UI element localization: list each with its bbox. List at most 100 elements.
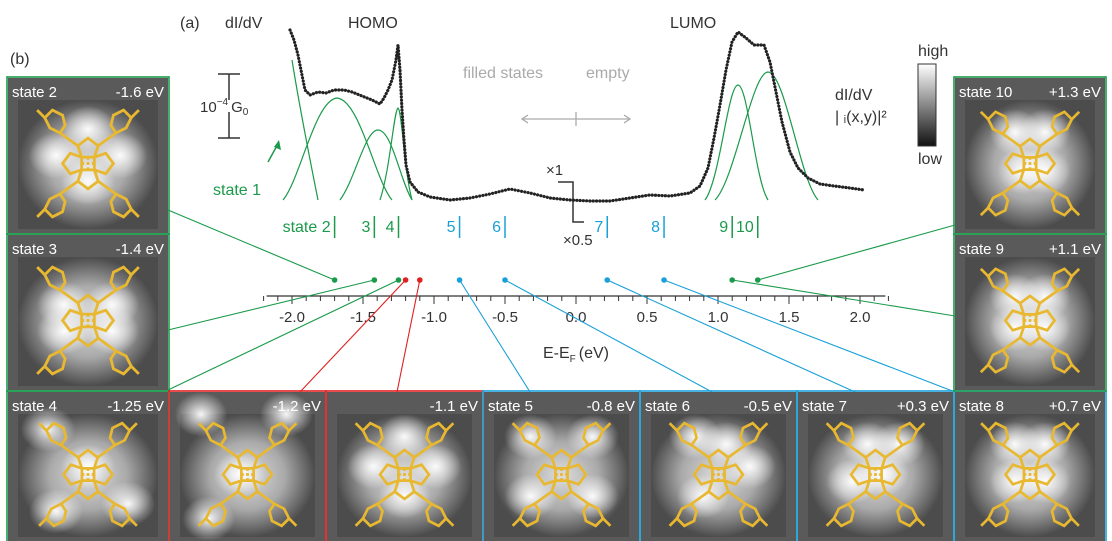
stm-image-state-label: state 5 — [488, 398, 533, 415]
scale-bar-sub: 0 — [243, 107, 249, 118]
stm-image-energy-label: +0.3 eV — [897, 398, 949, 415]
x-axis-label-unit: (eV) — [579, 345, 609, 362]
axis-tick-label: -1.0 — [421, 309, 447, 326]
connector-line — [459, 279, 531, 393]
stm-image-state-label: state 6 — [645, 398, 690, 415]
colorbar-title-1: dI/dV — [835, 87, 873, 104]
stm-image-tile: state 9 +1.1 eV — [953, 233, 1107, 392]
connector-line — [607, 279, 856, 393]
x-axis-label-main: E-E — [543, 345, 570, 362]
axis-tick-label: -2.0 — [279, 309, 305, 326]
stm-image-state-label: state 7 — [802, 398, 847, 415]
scale-change-marker — [558, 181, 584, 223]
axis-tick-label: 1.5 — [779, 309, 800, 326]
stm-image-blob — [504, 473, 557, 519]
stm-image-tile: state 7 +0.3 eV — [796, 390, 955, 541]
stm-image-blob — [36, 307, 92, 355]
state-marker-label: 6 — [492, 219, 501, 236]
stm-image-blob — [28, 488, 84, 534]
stm-image-tile: state 2 -1.6 eV — [6, 76, 170, 235]
stm-image-energy-label: +1.3 eV — [1049, 84, 1101, 101]
connector-line — [167, 209, 335, 281]
colorbar-high: high — [918, 43, 948, 60]
homo-label: HOMO — [348, 15, 398, 32]
connector-line — [396, 279, 421, 393]
stm-image-tile: state 5 -0.8 eV — [482, 390, 641, 541]
didv-curve — [288, 28, 866, 203]
stm-image-tile: state 3 -1.4 eV — [6, 233, 170, 392]
axis-tick-label: 0.0 — [566, 309, 587, 326]
stm-image-state-label: state 3 — [12, 241, 57, 258]
axis-tick-label: 0.5 — [637, 309, 658, 326]
stm-image-energy-label: -0.5 eV — [744, 398, 792, 415]
state-marker-label: 4 — [386, 219, 395, 236]
scale-bar-base: 10 — [200, 99, 217, 116]
stm-image-blob — [566, 414, 619, 460]
stm-image-blob — [213, 451, 267, 497]
x-axis-label-sub: F — [570, 354, 576, 365]
connector-lines — [167, 209, 956, 393]
axis-tick-label: -0.5 — [492, 309, 518, 326]
stm-image-blob — [174, 392, 228, 437]
stm-image-tile: state 10 +1.3 eV — [953, 76, 1107, 235]
connector-line — [732, 279, 956, 317]
scale-bar-unit: G — [231, 99, 243, 116]
stm-image-energy-label: -1.4 eV — [116, 241, 164, 258]
filled-empty-arrows — [520, 112, 632, 126]
colorbar-low: low — [918, 151, 942, 168]
stm-image-blob — [1019, 459, 1071, 504]
stm-image-energy-label: +1.1 eV — [1049, 241, 1101, 258]
stm-image-blob — [409, 444, 462, 489]
filled-states-label: filled states — [463, 65, 543, 82]
stm-image-blob — [347, 444, 400, 489]
axis-tick-label: 1.0 — [708, 309, 729, 326]
scale-bar — [218, 73, 240, 139]
state-marker-dot — [331, 277, 338, 283]
stm-image-blob — [84, 307, 140, 355]
x-axis-label: E-EF (eV) — [543, 345, 609, 365]
stm-image-state-label: state 2 — [12, 84, 57, 101]
stm-image-state-label: state 10 — [959, 84, 1012, 101]
colorbar — [917, 63, 937, 147]
stm-image-tile: -1.2 eV — [168, 390, 327, 541]
connector-line — [167, 279, 375, 331]
stm-image-blob — [504, 414, 557, 460]
stm-image-blob — [28, 132, 84, 179]
stm-image-blob — [1019, 421, 1071, 467]
stm-image-energy-label: -1.25 eV — [107, 398, 164, 415]
state-marker-label: 9 — [719, 219, 728, 236]
stm-image-blob — [1019, 304, 1071, 352]
state1-label: state 1 — [213, 182, 261, 199]
state-marker-label: state 2 — [283, 219, 331, 236]
panel-a-label: (a) — [180, 15, 200, 32]
stm-image-blob — [566, 473, 619, 519]
energy-axis: -2.0 -1.5 -1.0 -0.5 0.0 0.5 1.0 1.5 2.0 — [263, 295, 889, 326]
stm-image-tile: state 4 -1.25 eV — [6, 390, 170, 541]
stm-image-border — [953, 76, 1107, 235]
stm-image-energy-label: -1.2 eV — [273, 398, 321, 415]
connector-line — [757, 224, 956, 281]
x05-label: ×0.5 — [563, 232, 593, 249]
didv-label: dI/dV — [225, 15, 263, 32]
state-marker-label: 10 — [736, 219, 754, 236]
stm-images: state 2 -1.6 eV state 3 -1.4 eV state 4 -1.25… — [6, 76, 1107, 541]
stm-image-state-label: state 8 — [959, 398, 1004, 415]
stm-image-tile: state 8 +0.7 eV — [953, 390, 1107, 541]
colorbar-title-2: | ᵢ(x,y)|² — [835, 109, 887, 126]
stm-image-tile: state 6 -0.5 eV — [639, 390, 798, 541]
stm-image-blob — [1019, 109, 1071, 156]
stm-image-energy-label: -0.8 eV — [587, 398, 635, 415]
state-marker-label: 8 — [651, 219, 660, 236]
stm-image-blob — [1019, 147, 1071, 195]
state-marker-label: 7 — [594, 219, 603, 236]
empty-label: empty — [586, 65, 630, 82]
stm-image-energy-label: -1.6 eV — [116, 84, 164, 101]
stm-image-blob — [872, 421, 926, 467]
stm-image-blob — [378, 414, 431, 460]
stm-image-state-label: state 4 — [12, 398, 57, 415]
connector-line — [663, 279, 956, 393]
state-markers: state 2 3 4 5 6 7 8 9 10 — [283, 216, 761, 283]
scale-bar-label: 10−4 G0 — [200, 97, 249, 118]
stm-image-tile: -1.1 eV — [325, 390, 484, 541]
